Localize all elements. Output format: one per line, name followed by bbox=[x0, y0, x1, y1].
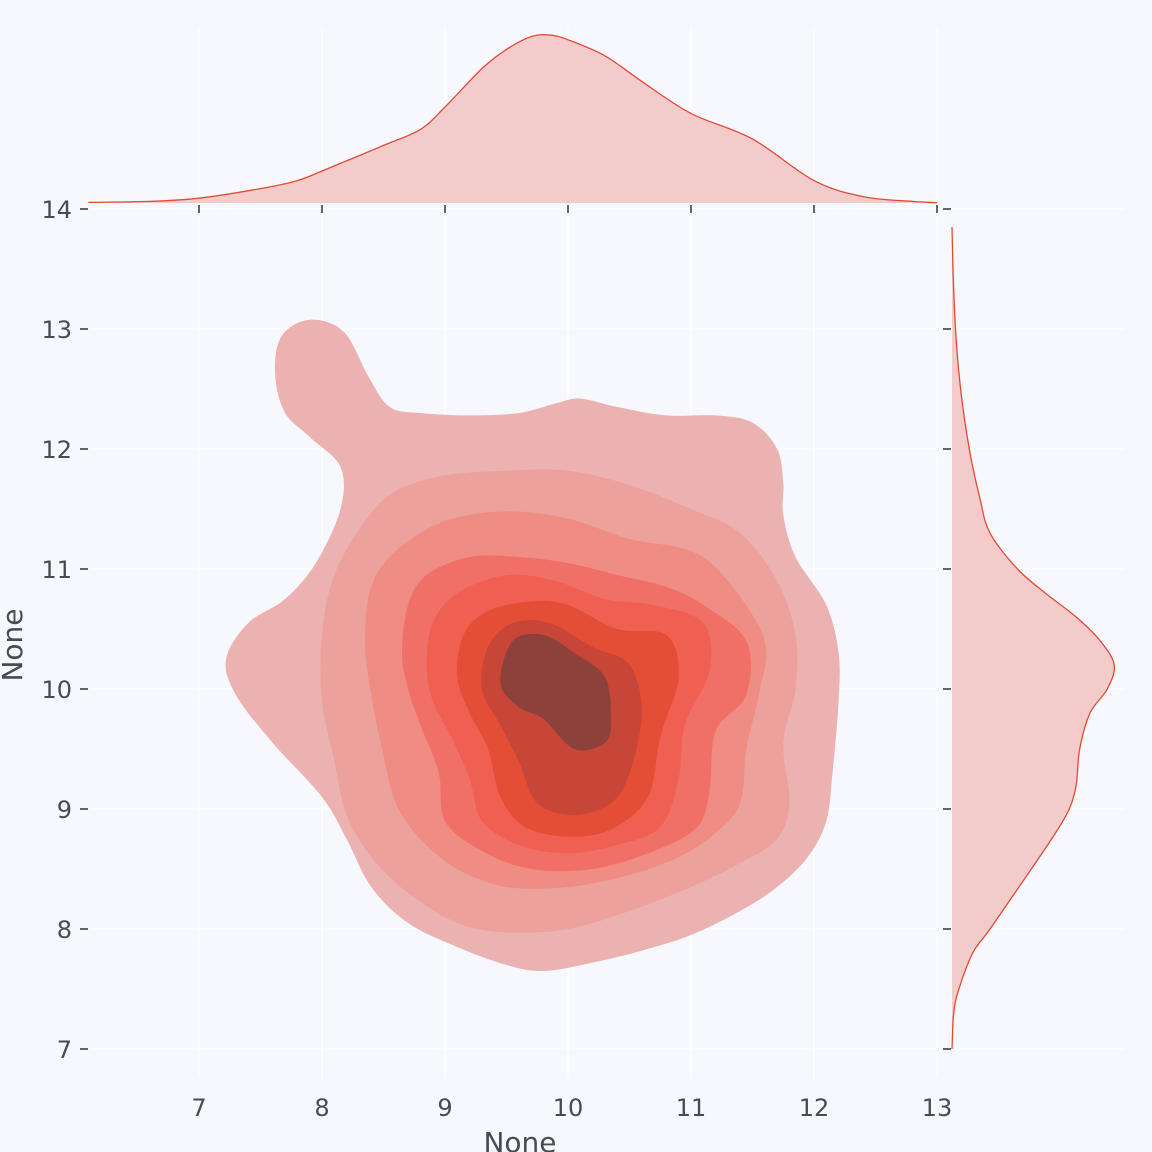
kde-contours bbox=[225, 319, 840, 972]
y-tick-label: 14 bbox=[41, 196, 72, 224]
y-tick-label: 13 bbox=[41, 316, 72, 344]
x-axis-title: None bbox=[483, 1126, 556, 1152]
x-tick-label: 10 bbox=[553, 1094, 584, 1122]
x-tick-label: 9 bbox=[437, 1094, 452, 1122]
axis-ticks: 7 8 9 10 11 12 13 7 8 9 10 11 12 13 14 bbox=[41, 196, 952, 1122]
y-tick-label: 7 bbox=[57, 1036, 72, 1064]
x-marginal-line bbox=[88, 34, 938, 204]
x-tick-label: 11 bbox=[676, 1094, 707, 1122]
x-marginal-fill bbox=[88, 34, 938, 203]
kde-level-8 bbox=[500, 633, 612, 751]
y-marginal-fill bbox=[952, 227, 1115, 1049]
y-tick-label: 12 bbox=[41, 436, 72, 464]
y-axis-title: None bbox=[0, 608, 29, 681]
y-tick-label: 8 bbox=[57, 916, 72, 944]
y-tick-label: 10 bbox=[41, 676, 72, 704]
x-tick-label: 13 bbox=[922, 1094, 953, 1122]
y-marginal-line bbox=[951, 226, 1116, 1050]
y-marginal-density bbox=[951, 226, 1116, 1050]
x-tick-label: 8 bbox=[314, 1094, 329, 1122]
x-tick-label: 7 bbox=[191, 1094, 206, 1122]
x-tick-label: 12 bbox=[799, 1094, 830, 1122]
y-tick-label: 11 bbox=[41, 556, 72, 584]
y-tick-label: 9 bbox=[57, 796, 72, 824]
x-marginal-density bbox=[88, 34, 938, 204]
